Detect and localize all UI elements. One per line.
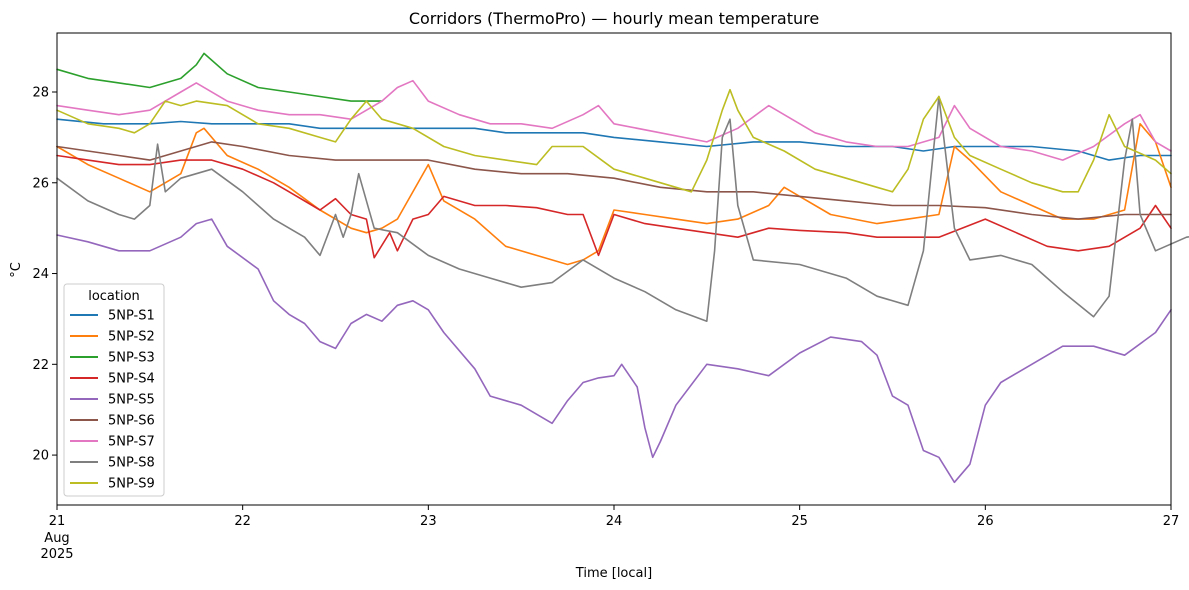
x-tick-label: 24 [606,514,623,529]
series-line-5np-s5 [56,218,1172,484]
legend-label: 5NP-S6 [108,414,155,429]
y-tick-label: 26 [32,176,49,191]
series-line-5np-s9 [56,88,1172,193]
x-axis-label: Time [local] [575,566,652,581]
series-line-5np-s4 [56,154,1172,259]
series-line-5np-s1 [56,118,1172,161]
legend-label: 5NP-S3 [108,351,155,366]
series-line-5np-s2 [56,123,1172,266]
y-tick-label: 20 [32,449,49,464]
series-line-5np-s3 [56,52,383,102]
legend-title: location [88,289,140,304]
y-axis-label: °C [9,262,24,278]
x-tick-label: 22 [234,514,251,529]
x-tick-label: 27 [1163,514,1180,529]
series-lines [56,52,1189,484]
legend-label: 5NP-S5 [108,393,155,408]
legend: location 5NP-S15NP-S25NP-S35NP-S45NP-S55… [63,283,165,497]
x-tick-label: 21 [49,514,66,529]
legend-label: 5NP-S9 [108,477,155,492]
y-axis: 20 22 24 26 28 [32,86,57,464]
legend-label: 5NP-S1 [108,309,155,324]
legend-label: 5NP-S8 [108,456,155,471]
y-tick-label: 28 [32,86,49,101]
series-line-5np-s8 [56,95,1189,322]
x-tick-label: 25 [791,514,808,529]
chart-title: Corridors (ThermoPro) — hourly mean temp… [409,9,819,28]
x-tick-sublabel: 2025 [40,547,73,562]
series-line-5np-s7 [56,79,1172,161]
legend-label: 5NP-S2 [108,330,155,345]
x-tick-label: 23 [420,514,437,529]
plot-frame [56,32,1172,506]
y-tick-label: 24 [32,267,49,282]
plot-area [56,32,1189,506]
x-tick-label: 26 [977,514,994,529]
series-line-5np-s6 [56,141,1172,220]
x-tick-sublabel: Aug [44,531,69,546]
legend-items: 5NP-S1 5NP-S2 5NP-S3 5NP-S4 5NP-S5 5NP-S6 5NP-… [70,309,155,492]
legend-label: 5NP-S4 [108,372,155,387]
legend-label: 5NP-S7 [108,435,155,450]
y-tick-label: 22 [32,358,49,373]
